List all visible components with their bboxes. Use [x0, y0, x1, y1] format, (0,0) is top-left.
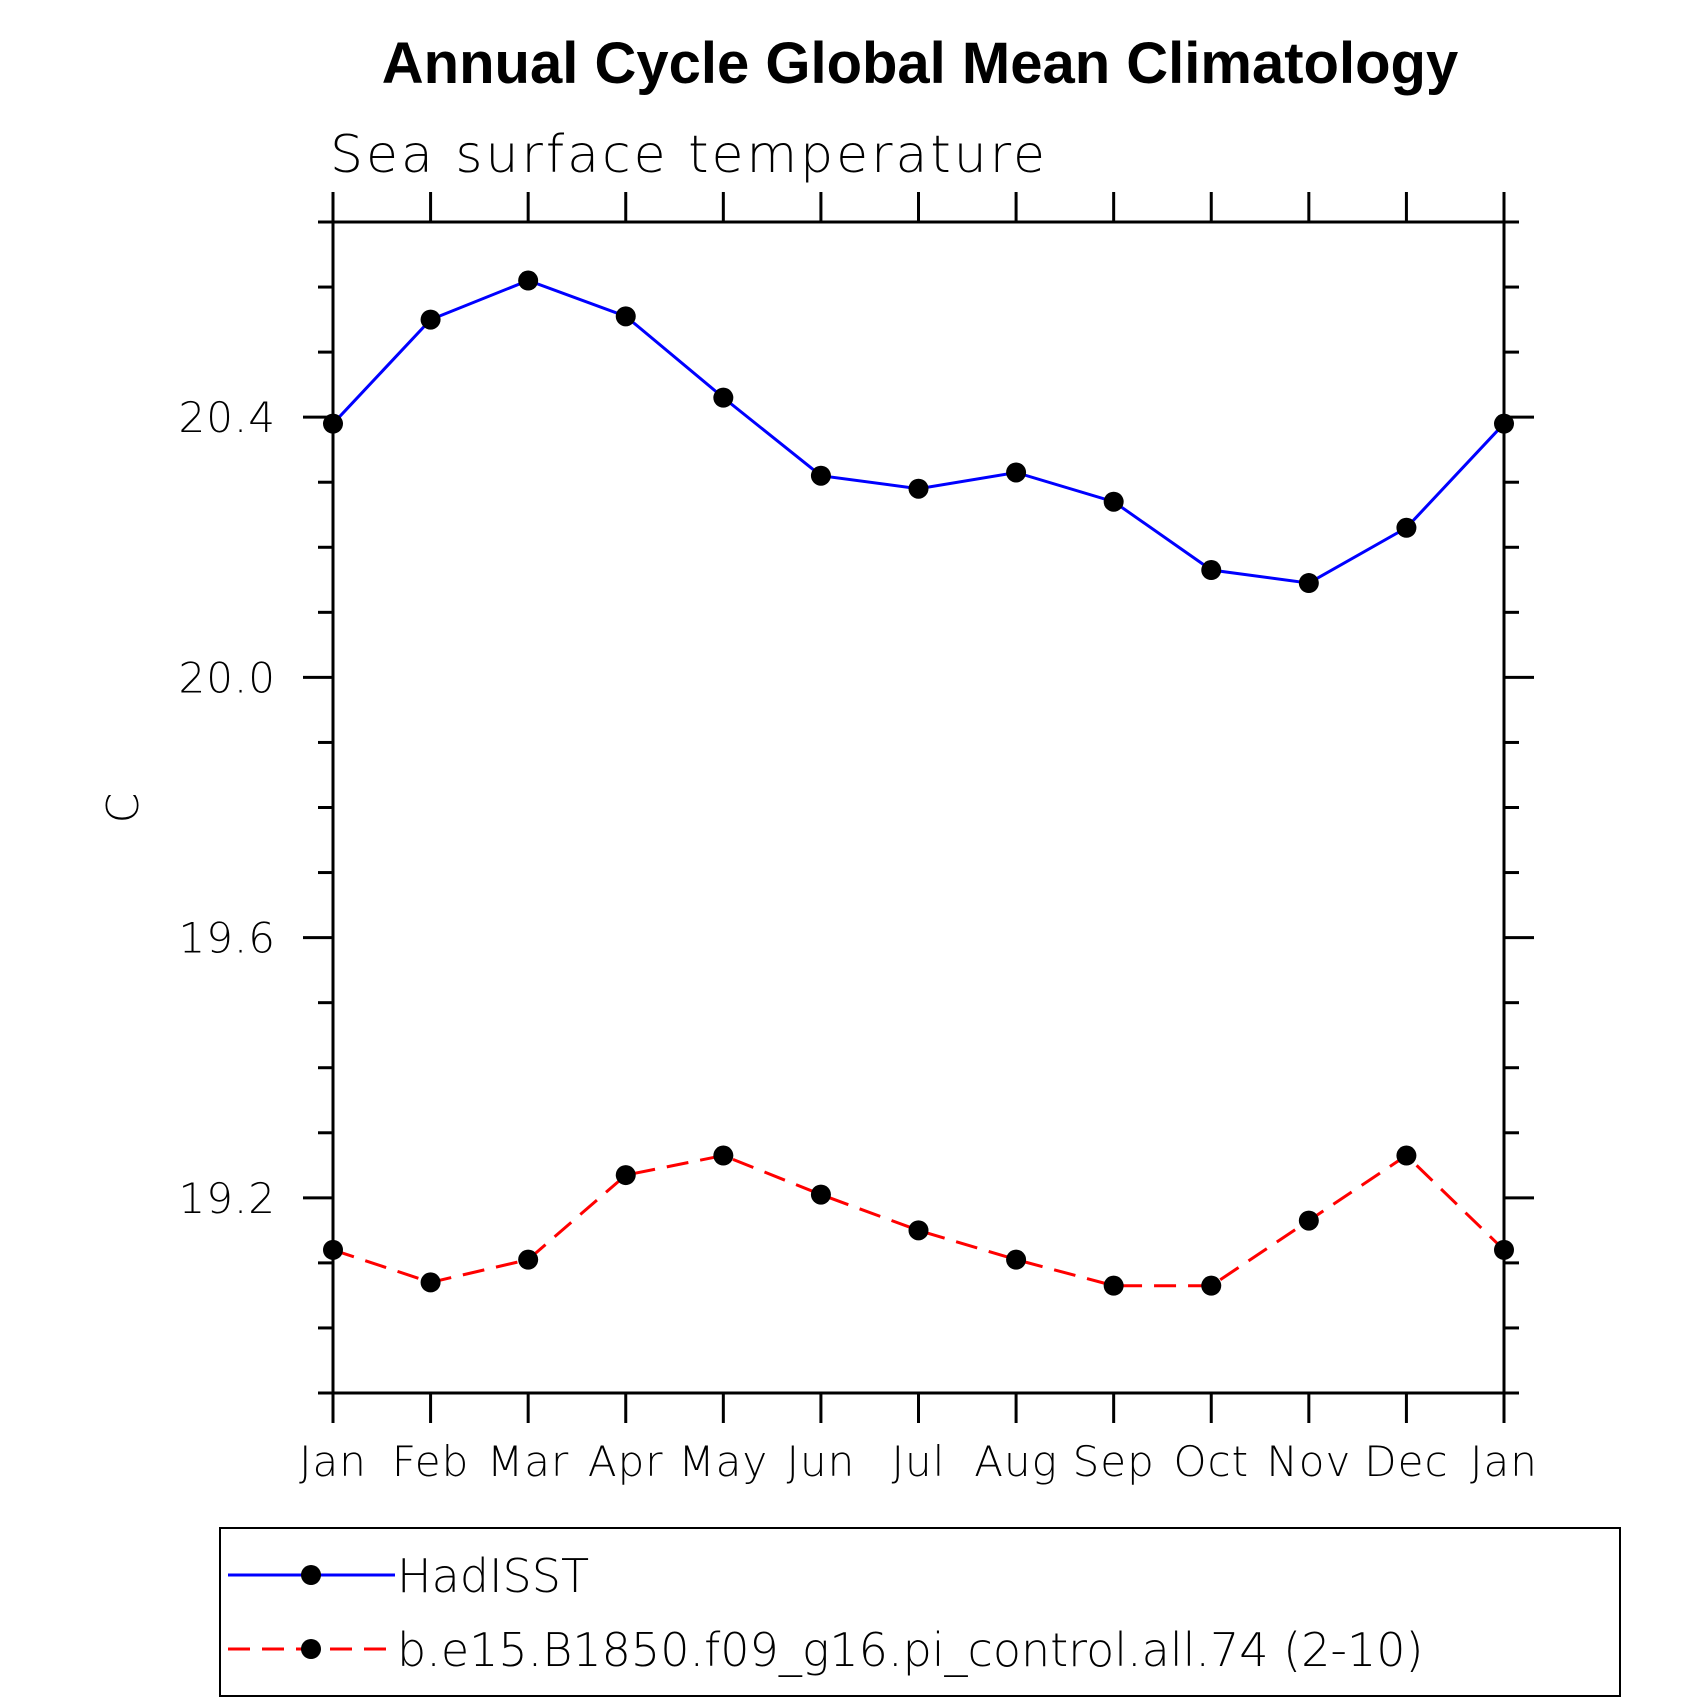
data-point	[1201, 1275, 1222, 1296]
data-point	[615, 306, 636, 327]
chart-title: Annual Cycle Global Mean Climatology	[382, 31, 1458, 96]
data-point	[1103, 491, 1124, 512]
data-point	[810, 1184, 831, 1205]
chart-subtitle: Sea surface temperature	[330, 125, 1048, 185]
data-point	[713, 387, 734, 408]
data-point	[1494, 413, 1514, 434]
x-tick-labels: Jan Feb Mar Apr May Jun Jul Aug Sep Oct Nov Dec Jan	[299, 1437, 1538, 1486]
x-tick-label: Sep	[1073, 1437, 1155, 1486]
data-point	[1396, 1145, 1417, 1166]
plot-frame	[331, 220, 1506, 1395]
legend: HadISST b.e15.B1850.f09_g16.pi_control.al…	[219, 1527, 1621, 1697]
data-point	[1298, 1210, 1319, 1231]
series-lines	[331, 278, 1506, 1288]
data-point	[420, 1272, 441, 1293]
data-point	[1006, 462, 1027, 483]
data-point	[1103, 1275, 1124, 1296]
x-tick-label: Jan	[299, 1437, 367, 1486]
x-tick-label: Jun	[787, 1437, 856, 1486]
data-point	[323, 1239, 343, 1260]
data-point	[908, 478, 929, 499]
y-axis-label: C	[98, 793, 149, 824]
x-tick-label: Oct	[1173, 1437, 1249, 1486]
x-tick-label: Jan	[1470, 1437, 1538, 1486]
data-point	[908, 1220, 929, 1241]
y-tick-labels: 19.2 19.6 20.0 20.4	[178, 393, 276, 1223]
x-tick-label: Nov	[1266, 1437, 1351, 1486]
legend-label-1: HadISST	[397, 1549, 589, 1603]
data-point	[518, 270, 539, 291]
data-point	[1494, 1239, 1514, 1260]
legend-label-2: b.e15.B1850.f09_g16.pi_control.all.74 (2…	[397, 1623, 1423, 1677]
y-tick-label: 19.6	[178, 914, 276, 963]
y-tick-label: 20.0	[178, 653, 276, 702]
x-tick-label: Feb	[392, 1437, 469, 1486]
legend-marker-1	[301, 1565, 321, 1585]
data-point	[713, 1145, 734, 1166]
data-point	[1396, 517, 1417, 538]
data-point	[518, 1249, 539, 1270]
x-tick-label: May	[678, 1437, 768, 1486]
x-tick-label: Aug	[974, 1437, 1058, 1486]
y-tick-label: 20.4	[178, 393, 276, 442]
data-point	[420, 309, 441, 330]
x-tick-label: Jul	[892, 1437, 946, 1486]
series-markers	[323, 270, 1514, 1296]
legend-marker-2	[301, 1639, 321, 1659]
y-tick-label: 19.2	[178, 1174, 276, 1223]
x-tick-label: Apr	[588, 1437, 664, 1486]
data-point	[1006, 1249, 1027, 1270]
data-point	[323, 413, 343, 434]
data-point	[810, 465, 831, 486]
axis-ticks	[303, 192, 1534, 1423]
data-point	[1201, 560, 1222, 581]
data-point	[615, 1165, 636, 1186]
x-tick-label: Dec	[1364, 1437, 1448, 1486]
series-line-1	[331, 278, 1506, 585]
x-tick-label: Mar	[487, 1437, 569, 1486]
legend-box	[219, 1527, 1621, 1697]
data-point	[1298, 573, 1319, 594]
